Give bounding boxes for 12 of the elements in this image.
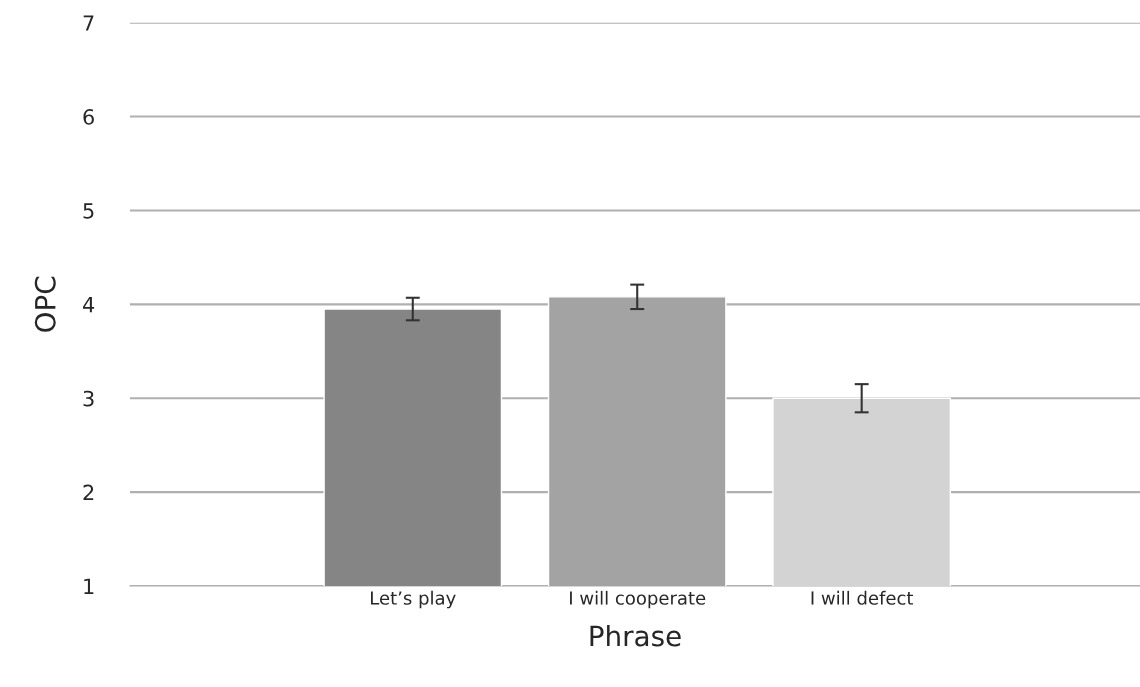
y-tick-label: 6: [83, 109, 94, 125]
x-tick-label: I will defect: [811, 590, 914, 605]
y-tick-label: 3: [83, 390, 94, 407]
y-tick-label: 7: [83, 15, 94, 31]
y-tick-label: 5: [83, 203, 94, 219]
y-tick-label: 4: [83, 297, 95, 313]
y-axis-title: OPC: [34, 276, 56, 332]
x-tick-label: Let’s play: [371, 590, 456, 609]
y-tick-label: 1: [84, 578, 94, 594]
y-tick-label: 2: [83, 484, 94, 501]
x-tick-label: I will cooperate: [570, 590, 706, 609]
x-axis-title: Phrase: [590, 625, 681, 647]
